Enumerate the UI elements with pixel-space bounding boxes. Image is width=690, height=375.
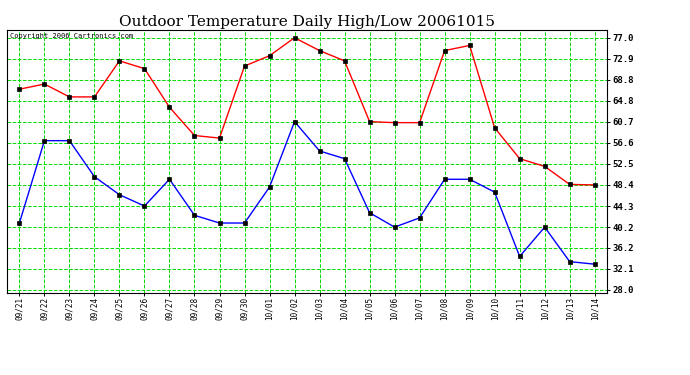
Title: Outdoor Temperature Daily High/Low 20061015: Outdoor Temperature Daily High/Low 20061… [119,15,495,29]
Text: Copyright 2006 Cartronics.com: Copyright 2006 Cartronics.com [10,33,133,39]
